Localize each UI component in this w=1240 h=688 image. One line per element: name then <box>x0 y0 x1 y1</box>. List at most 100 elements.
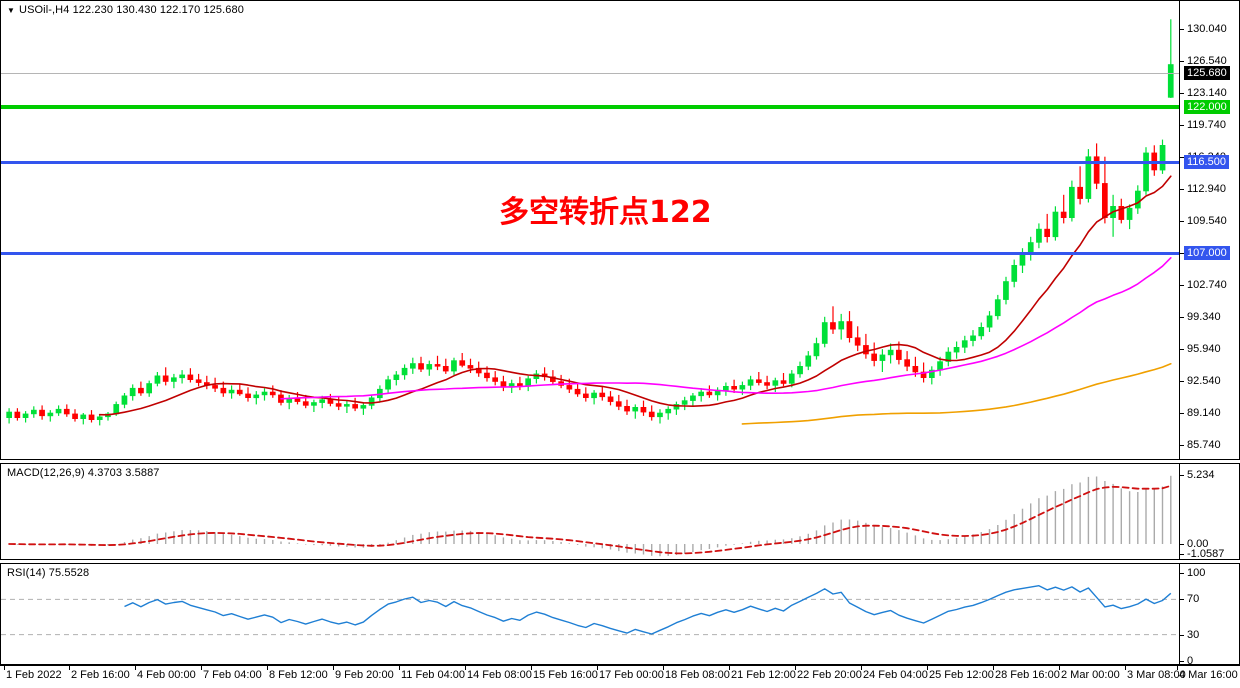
candle-body <box>1036 228 1042 243</box>
time-axis-label: 14 Feb 08:00 <box>467 669 532 681</box>
candle-body <box>39 409 45 417</box>
level-line-107[interactable] <box>1 252 1179 255</box>
candle-body <box>887 349 894 356</box>
candle-body <box>228 389 235 394</box>
candle-body <box>895 349 902 360</box>
rsi-panel[interactable]: RSI(14) 75.5528 100 70 30 0 <box>0 563 1240 667</box>
candle-body <box>780 380 787 384</box>
axis-border <box>1179 1 1180 459</box>
candle-body <box>797 365 803 375</box>
price-badge-level[interactable]: 107.000 <box>1184 246 1230 260</box>
macd-axis[interactable]: 5.234 0.00 -1.0587 <box>1179 464 1239 560</box>
candle-body <box>236 389 243 395</box>
axis-tick <box>1179 125 1184 126</box>
candle-body <box>846 321 853 339</box>
candle-body <box>904 359 910 367</box>
time-axis-label: 22 Feb 20:00 <box>797 669 862 681</box>
candle-body <box>121 395 128 405</box>
candle-body <box>484 372 490 379</box>
time-tick <box>729 666 730 670</box>
time-axis-label: 25 Feb 12:00 <box>929 669 994 681</box>
candle-body <box>830 322 836 330</box>
candle-body <box>673 404 680 410</box>
symbol-ohlc-text: USOil-,H4 122.230 130.430 122.170 125.68… <box>19 4 244 16</box>
time-axis-label: 17 Feb 00:00 <box>599 669 664 681</box>
time-tick <box>927 666 928 670</box>
candle-body <box>1011 264 1018 282</box>
axis-label: -1.0587 <box>1187 548 1225 560</box>
candle-body <box>6 411 12 418</box>
candle-body <box>953 346 960 353</box>
price-axis-label: 112.940 <box>1187 183 1226 195</box>
candle-body <box>607 396 614 402</box>
candle-body <box>838 321 845 330</box>
candle-body <box>55 408 62 414</box>
axis-label: 100 <box>1187 567 1206 579</box>
candle-body <box>722 385 729 391</box>
candle-body <box>220 387 227 394</box>
candle-body <box>335 403 342 407</box>
candle-body <box>805 355 812 367</box>
price-axis-label: 109.540 <box>1187 215 1227 227</box>
candle-body <box>385 379 391 390</box>
price-badge-level[interactable]: 122.000 <box>1184 100 1230 114</box>
price-chart-panel[interactable]: 多空转折点122 ▼ USOil-,H4 122.230 130.430 122.… <box>0 0 1240 460</box>
candle-body <box>871 353 877 361</box>
time-tick <box>4 666 5 670</box>
price-axis-label: 99.340 <box>1187 311 1221 323</box>
candle-body <box>434 364 441 367</box>
candle-body <box>706 391 713 396</box>
candle-body <box>747 379 754 386</box>
candle-body <box>1126 207 1133 220</box>
grid-line-126 <box>1 73 1179 74</box>
candle-body <box>409 363 416 369</box>
time-axis-label: 1 Feb 2022 <box>6 669 62 681</box>
time-axis[interactable]: 1 Feb 2022 2 Feb 16:00 4 Feb 00:00 7 Feb 04… <box>0 665 1240 688</box>
macd-plot[interactable] <box>1 464 1181 559</box>
candle-body <box>467 365 474 369</box>
level-line-1165[interactable] <box>1 161 1179 164</box>
price-axis-label: 102.740 <box>1187 279 1227 291</box>
candle-body <box>574 388 581 395</box>
candle-body <box>739 385 746 390</box>
candle-body <box>261 391 268 396</box>
candle-body <box>648 411 655 418</box>
axis-tick <box>1179 253 1184 254</box>
price-plot[interactable] <box>1 1 1181 459</box>
candle-body <box>755 379 762 383</box>
candle-body <box>162 375 169 382</box>
price-axis-label: 123.140 <box>1187 87 1227 99</box>
axis-tick <box>1179 221 1184 222</box>
candle-body <box>1077 186 1083 199</box>
time-tick <box>465 666 466 670</box>
candle-body <box>88 414 95 420</box>
candle-body <box>1060 211 1067 218</box>
candle-body <box>138 387 144 394</box>
price-badge-last-price[interactable]: 125.680 <box>1184 66 1230 80</box>
axis-tick <box>1179 29 1184 30</box>
axis-tick <box>1179 554 1184 555</box>
candle-body <box>80 414 87 419</box>
candle-body <box>764 382 770 386</box>
axis-tick <box>1179 349 1184 350</box>
level-line-122[interactable] <box>1 105 1179 109</box>
price-axis[interactable]: 130.040126.540123.140119.740116.340112.9… <box>1179 1 1239 459</box>
axis-tick <box>1179 317 1184 318</box>
candle-body <box>171 377 177 382</box>
candle-body <box>566 385 573 390</box>
time-axis-label: 18 Feb 08:00 <box>665 669 730 681</box>
price-badge-level[interactable]: 116.500 <box>1184 155 1229 169</box>
candle-body <box>393 374 400 380</box>
triangle-down-icon[interactable]: ▼ <box>7 5 16 15</box>
candle-body <box>591 392 597 399</box>
candle-body <box>195 379 202 383</box>
macd-panel[interactable]: MACD(12,26,9) 4.3703 3.5887 5.234 0.00 -1.… <box>0 463 1240 560</box>
rsi-plot[interactable] <box>1 564 1181 664</box>
candle-body <box>442 365 449 372</box>
candle-body <box>352 404 359 409</box>
candle-body <box>1052 211 1059 238</box>
candle-body <box>253 394 260 399</box>
rsi-axis[interactable]: 100 70 30 0 <box>1179 564 1239 667</box>
ma-fast-line <box>98 175 1172 416</box>
